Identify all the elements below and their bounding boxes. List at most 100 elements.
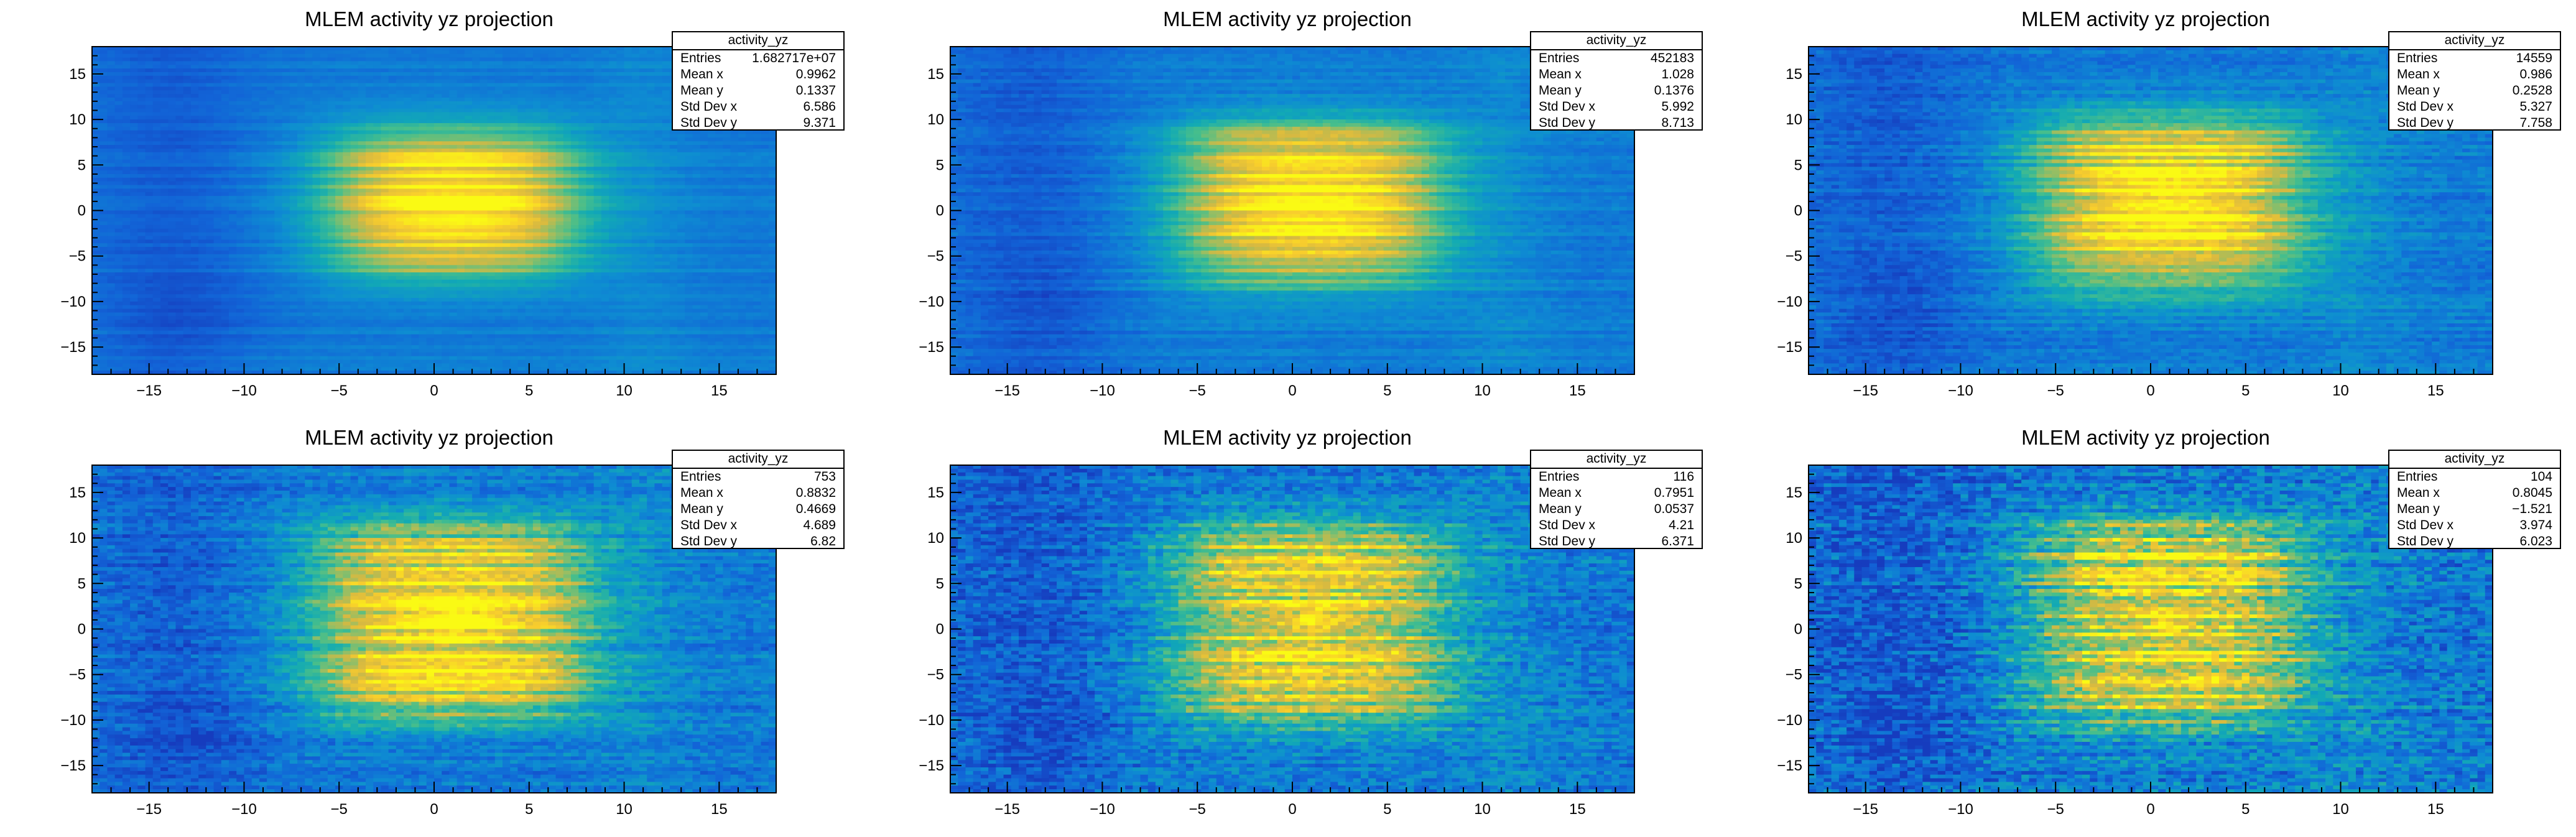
heatmap-cell: [456, 206, 465, 211]
heatmap-cell: [586, 167, 595, 171]
heatmap-cell: [168, 236, 177, 240]
heatmap-cell: [434, 232, 442, 237]
heatmap-cell: [160, 108, 169, 113]
heatmap-cell: [381, 228, 389, 233]
heatmap-cell: [320, 141, 328, 146]
heatmap-cell: [624, 57, 632, 62]
heatmap-cell: [327, 218, 336, 222]
heatmap-cell: [114, 163, 123, 167]
heatmap-cell: [282, 79, 290, 84]
heatmap-cell: [100, 116, 108, 120]
heatmap-cell: [532, 188, 541, 193]
heatmap-cell: [160, 116, 169, 120]
heatmap-cell: [267, 50, 275, 55]
heatmap-cell: [282, 61, 290, 65]
heatmap-cell: [282, 167, 290, 171]
heatmap-cell: [267, 104, 275, 109]
heatmap-cell: [426, 236, 435, 240]
heatmap-cell: [563, 119, 572, 124]
heatmap-cell: [662, 236, 670, 240]
heatmap-cell: [312, 155, 321, 160]
heatmap-cell: [107, 101, 116, 106]
heatmap-cell: [540, 228, 549, 233]
heatmap-cell: [624, 61, 632, 65]
heatmap-cell: [616, 112, 625, 116]
heatmap-cell: [540, 218, 549, 222]
heatmap-cell: [723, 159, 731, 164]
heatmap-cell: [160, 123, 169, 127]
heatmap-cell: [609, 236, 617, 240]
heatmap-cell: [152, 221, 161, 226]
heatmap-cell: [601, 68, 609, 73]
heatmap-cell: [388, 145, 397, 149]
heatmap-cell: [571, 218, 579, 222]
heatmap-cell: [753, 196, 762, 200]
heatmap-cell: [715, 130, 724, 135]
heatmap-cell: [100, 47, 108, 51]
heatmap-cell: [480, 57, 488, 62]
heatmap-cell: [145, 112, 154, 116]
heatmap-cell: [274, 163, 283, 167]
heatmap-cell: [578, 130, 587, 135]
heatmap-cell: [236, 224, 245, 229]
heatmap-cell: [358, 170, 366, 175]
heatmap-cell: [669, 130, 678, 135]
heatmap-cell: [593, 221, 602, 226]
heatmap-cell: [335, 173, 343, 178]
heatmap-cell: [198, 61, 206, 65]
heatmap-cell: [206, 123, 215, 127]
heatmap-cell: [411, 61, 420, 65]
heatmap-cell: [434, 112, 442, 116]
heatmap-cell: [654, 185, 663, 189]
heatmap-cell: [616, 61, 625, 65]
heatmap-cell: [267, 232, 275, 237]
heatmap-cell: [480, 167, 488, 171]
heatmap-cell: [289, 163, 298, 167]
heatmap-cell: [510, 239, 519, 244]
heatmap-cell: [282, 47, 290, 51]
heatmap-cell: [122, 79, 131, 84]
heatmap-cell: [350, 145, 359, 149]
heatmap-cell: [456, 170, 465, 175]
heatmap-cell: [388, 65, 397, 69]
heatmap-cell: [685, 214, 693, 218]
heatmap-cell: [456, 53, 465, 58]
heatmap-cell: [358, 119, 366, 124]
heatmap-cell: [555, 50, 564, 55]
heatmap-cell: [320, 112, 328, 116]
heatmap-cell: [593, 65, 602, 69]
heatmap-cell: [396, 192, 404, 197]
heatmap-cell: [601, 173, 609, 178]
heatmap-cell: [137, 199, 146, 204]
heatmap-cell: [358, 228, 366, 233]
heatmap-cell: [175, 228, 184, 233]
heatmap-cell: [586, 101, 595, 106]
heatmap-cell: [198, 65, 206, 69]
heatmap-cell: [616, 141, 625, 146]
heatmap-cell: [624, 188, 632, 193]
heatmap-cell: [746, 239, 754, 244]
heatmap-cell: [366, 123, 374, 127]
heatmap-cell: [160, 236, 169, 240]
heatmap-cell: [578, 232, 587, 237]
heatmap-cell: [555, 65, 564, 69]
heatmap-cell: [426, 79, 435, 84]
heatmap-cell: [669, 137, 678, 142]
heatmap-cell: [442, 75, 450, 80]
heatmap-cell: [517, 192, 526, 197]
heatmap-cell: [358, 126, 366, 131]
heatmap-cell: [137, 137, 146, 142]
heatmap-cell: [586, 192, 595, 197]
heatmap-cell: [548, 243, 557, 247]
heatmap-cell: [411, 247, 420, 251]
heatmap-cell: [396, 148, 404, 153]
heatmap-cell: [525, 75, 534, 80]
heatmap-cell: [350, 221, 359, 226]
heatmap-cell: [160, 148, 169, 153]
heatmap-cell: [396, 228, 404, 233]
heatmap-cell: [715, 218, 724, 222]
heatmap-cell: [183, 137, 192, 142]
heatmap-cell: [609, 50, 617, 55]
heatmap-cell: [145, 210, 154, 215]
heatmap-cell: [343, 185, 351, 189]
